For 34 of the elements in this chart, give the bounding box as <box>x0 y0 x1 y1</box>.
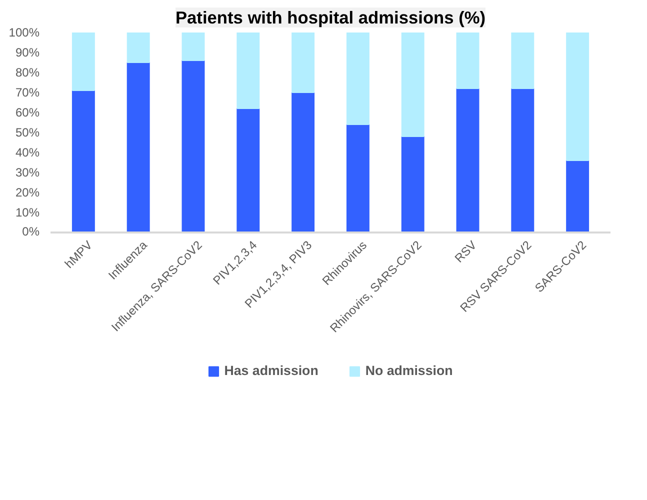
legend-label: No admission <box>365 363 453 378</box>
bar <box>456 32 480 89</box>
bar <box>292 92 315 232</box>
legend-label: Has admission <box>224 363 318 378</box>
bar <box>511 88 534 232</box>
y-tick-label: 40% <box>15 146 40 160</box>
bar <box>126 32 150 63</box>
bar <box>456 88 480 232</box>
bar <box>236 32 260 109</box>
y-tick-label: 0% <box>22 224 40 238</box>
bar <box>126 62 150 232</box>
y-tick-label: 70% <box>15 86 40 100</box>
bar <box>72 90 95 232</box>
y-tick-label: 10% <box>15 206 40 220</box>
bar <box>236 108 260 232</box>
y-tick-label: 80% <box>15 66 40 80</box>
bar <box>72 32 95 91</box>
bar <box>182 60 205 232</box>
y-tick-label: 60% <box>15 106 40 120</box>
bar <box>346 32 370 125</box>
bar <box>401 136 424 232</box>
y-tick-label: 20% <box>15 186 40 200</box>
y-tick-label: 50% <box>15 126 40 140</box>
bar <box>401 32 424 137</box>
bar <box>346 124 370 232</box>
bar <box>511 32 534 89</box>
y-tick-label: 100% <box>8 26 40 40</box>
bar <box>566 32 590 161</box>
y-tick-label: 30% <box>15 166 40 180</box>
bar <box>182 32 205 61</box>
bar <box>566 160 590 232</box>
bar <box>292 32 315 93</box>
y-tick-label: 90% <box>15 46 40 60</box>
chart-title: Patients with hospital admissions (%) <box>175 8 486 28</box>
